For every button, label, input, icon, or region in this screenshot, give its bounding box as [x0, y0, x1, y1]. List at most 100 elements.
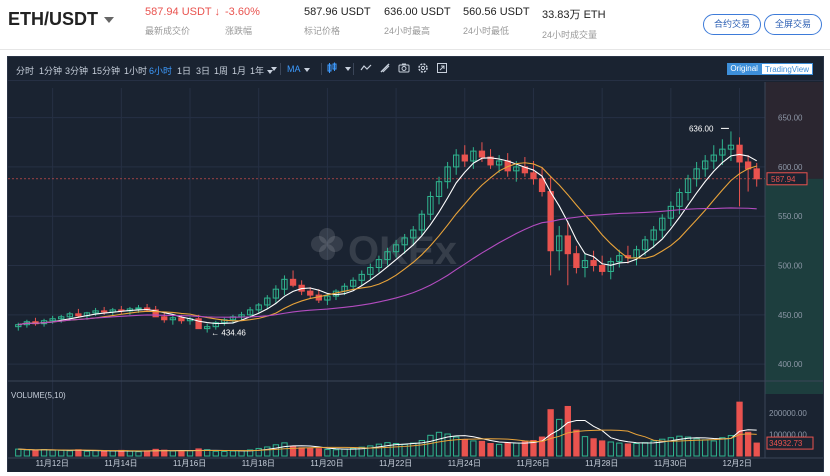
interval-3m[interactable]: 3分钟: [65, 66, 89, 76]
candle-body[interactable]: [487, 156, 494, 166]
volume-bar[interactable]: [307, 447, 314, 457]
candle-body[interactable]: [727, 144, 735, 150]
volume-bar[interactable]: [521, 441, 529, 457]
interval-1m[interactable]: 1分钟: [39, 66, 63, 76]
candle-body[interactable]: [598, 265, 606, 272]
volume-bar[interactable]: [659, 438, 666, 457]
volume-bar[interactable]: [624, 443, 632, 457]
candle-body[interactable]: [556, 235, 563, 252]
volume-bar[interactable]: [264, 446, 271, 457]
volume-bar[interactable]: [143, 450, 151, 457]
interval-1d[interactable]: 1日: [177, 66, 192, 76]
candle-body[interactable]: [590, 260, 597, 267]
volume-bar[interactable]: [581, 436, 589, 457]
candle-body[interactable]: [384, 251, 391, 261]
candle-body[interactable]: [538, 178, 546, 193]
volume-bar[interactable]: [255, 447, 262, 457]
volume-bar[interactable]: [478, 440, 486, 457]
volume-bar[interactable]: [358, 446, 365, 457]
volume-bar[interactable]: [289, 446, 297, 457]
candle-body[interactable]: [100, 310, 108, 313]
camera-icon[interactable]: [398, 62, 410, 74]
candle-body[interactable]: [659, 217, 666, 231]
volume-bar[interactable]: [693, 438, 700, 457]
volume-bar[interactable]: [349, 447, 357, 457]
volume-bar[interactable]: [427, 434, 434, 457]
volume-bar[interactable]: [530, 439, 537, 457]
candle-body[interactable]: [281, 278, 288, 290]
volume-bar[interactable]: [753, 442, 760, 457]
volume-bar[interactable]: [607, 441, 614, 457]
volume-bar[interactable]: [392, 443, 400, 457]
volume-bar[interactable]: [573, 429, 580, 457]
candle-body[interactable]: [667, 205, 675, 219]
candle-body[interactable]: [736, 144, 743, 163]
interval-1w[interactable]: 1周: [214, 66, 229, 76]
volume-bar[interactable]: [650, 440, 657, 457]
candle-body[interactable]: [676, 192, 683, 207]
more-intervals-icon[interactable]: [271, 67, 277, 71]
volume-bar[interactable]: [744, 431, 752, 457]
candle-body[interactable]: [178, 317, 185, 322]
volume-bar[interactable]: [332, 449, 340, 457]
volume-bar[interactable]: [32, 450, 39, 457]
candle-body[interactable]: [161, 316, 168, 321]
candle-body[interactable]: [289, 278, 297, 286]
volume-bar[interactable]: [15, 448, 22, 457]
candle-body[interactable]: [427, 195, 434, 215]
candle-body[interactable]: [307, 290, 314, 296]
interval-15m[interactable]: 15分钟: [92, 66, 121, 76]
volume-bar[interactable]: [684, 436, 692, 457]
volume-bar[interactable]: [246, 449, 254, 457]
volume-bar[interactable]: [444, 433, 451, 457]
line-tool-icon[interactable]: [360, 62, 372, 74]
interval-tick[interactable]: 分时: [16, 66, 35, 76]
candle-body[interactable]: [453, 154, 460, 168]
chevron-down-icon[interactable]: [345, 67, 351, 71]
volume-bar[interactable]: [598, 440, 606, 457]
volume-bar[interactable]: [453, 436, 460, 457]
candle-body[interactable]: [470, 150, 477, 162]
volume-bar[interactable]: [461, 439, 468, 457]
volume-bar[interactable]: [633, 443, 640, 457]
volume-bar[interactable]: [418, 439, 426, 457]
candle-body[interactable]: [212, 322, 219, 328]
volume-bar[interactable]: [135, 451, 142, 457]
volume-bar[interactable]: [616, 442, 623, 457]
original-view-button[interactable]: Original: [727, 63, 761, 75]
volume-bar[interactable]: [736, 401, 743, 457]
candle-body[interactable]: [401, 237, 408, 246]
candle-body[interactable]: [719, 148, 726, 156]
volume-bar[interactable]: [487, 443, 494, 457]
volume-bar[interactable]: [221, 450, 228, 457]
candle-body[interactable]: [349, 279, 357, 287]
fullscreen-icon[interactable]: [436, 62, 448, 74]
candle-style-icon[interactable]: [326, 62, 338, 74]
candle-body[interactable]: [169, 317, 177, 321]
candle-body[interactable]: [246, 309, 254, 316]
draw-tool-icon[interactable]: [379, 62, 391, 74]
volume-bar[interactable]: [281, 442, 288, 457]
candle-body[interactable]: [264, 297, 271, 306]
volume-bar[interactable]: [676, 435, 683, 457]
candle-body[interactable]: [75, 313, 82, 317]
candle-body[interactable]: [581, 260, 589, 268]
volume-bar[interactable]: [470, 440, 477, 457]
candle-body[interactable]: [272, 288, 280, 299]
tradingview-button[interactable]: TradingView: [760, 63, 813, 75]
candle-body[interactable]: [444, 166, 451, 183]
volume-bar[interactable]: [375, 443, 383, 457]
settings-icon[interactable]: [417, 62, 429, 74]
volume-bar[interactable]: [212, 450, 219, 457]
volume-bar[interactable]: [178, 450, 185, 457]
volume-bar[interactable]: [556, 418, 563, 457]
candle-body[interactable]: [564, 235, 571, 255]
indicator-select[interactable]: MA: [287, 64, 310, 74]
interval-6h[interactable]: 6小时: [149, 66, 173, 76]
candle-body[interactable]: [461, 154, 468, 162]
volume-bar[interactable]: [495, 443, 503, 457]
candle-body[interactable]: [58, 316, 65, 320]
volume-bar[interactable]: [710, 440, 717, 457]
volume-bar[interactable]: [504, 442, 511, 457]
volume-bar[interactable]: [727, 435, 735, 457]
